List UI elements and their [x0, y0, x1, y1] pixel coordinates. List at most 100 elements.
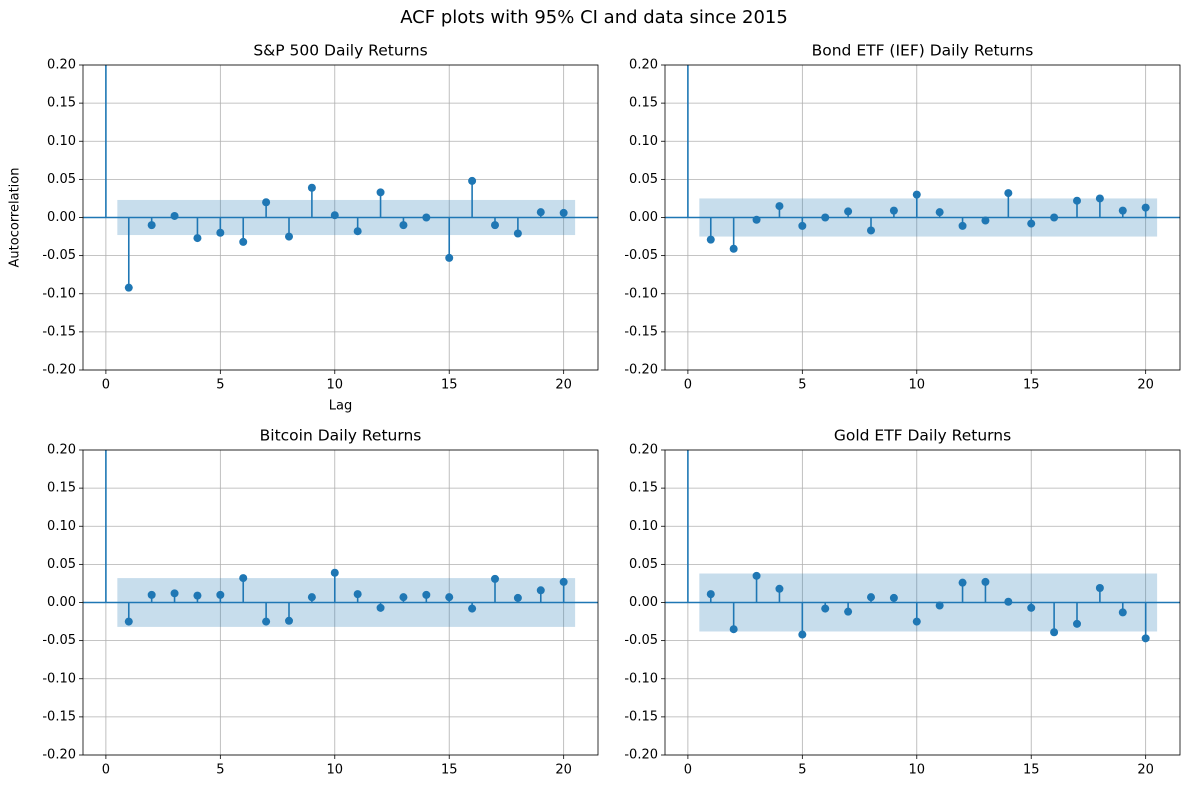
marker: [262, 198, 271, 207]
subplot: -0.20 -0.15 -0.10 -0.05 0.00 0.05 0.10 0.15 0.20…: [42, 427, 599, 778]
x-tick-label: 20: [1137, 763, 1154, 778]
marker: [752, 571, 761, 580]
marker: [1050, 628, 1059, 637]
marker: [559, 577, 568, 586]
marker: [307, 593, 316, 602]
plot-area: [665, 65, 1180, 253]
marker: [867, 593, 875, 602]
marker: [912, 190, 921, 199]
y-tick-label: 0.20: [47, 443, 76, 458]
marker: [798, 630, 807, 639]
marker: [330, 211, 339, 220]
marker: [353, 227, 362, 236]
y-tick-label: 0.20: [629, 443, 658, 458]
y-tick-label: -0.10: [624, 671, 658, 686]
y-tick-label: -0.20: [624, 748, 658, 763]
marker: [1073, 196, 1081, 205]
marker: [889, 206, 898, 215]
x-tick-label: 15: [1023, 763, 1040, 778]
y-tick-label: 0.20: [629, 58, 658, 73]
marker: [1004, 597, 1013, 606]
marker: [330, 568, 339, 577]
y-tick-label: -0.10: [624, 286, 658, 301]
y-tick-label: 0.20: [47, 58, 76, 73]
marker: [239, 574, 248, 583]
marker: [958, 578, 967, 587]
y-tick-label: 0.05: [629, 172, 658, 187]
marker: [729, 244, 738, 253]
marker: [1027, 603, 1036, 612]
y-tick-label: 0.10: [47, 519, 76, 534]
x-tick-label: 5: [216, 378, 224, 393]
y-tick-label: 0.05: [47, 172, 76, 187]
marker: [536, 208, 545, 217]
x-tick-label: 0: [102, 378, 110, 393]
y-tick-label: -0.15: [624, 709, 658, 724]
marker: [1095, 194, 1104, 203]
y-tick-label: 0.10: [47, 134, 76, 149]
x-tick-label: 10: [327, 378, 344, 393]
marker: [193, 234, 202, 243]
marker: [147, 221, 156, 230]
y-tick-label: 0.05: [47, 557, 76, 572]
x-axis-label: Lag: [329, 399, 352, 414]
x-tick-label: 15: [441, 378, 458, 393]
marker: [981, 577, 990, 586]
x-tick-label: 15: [1023, 378, 1040, 393]
y-tick-label: -0.15: [42, 709, 76, 724]
marker: [285, 232, 293, 241]
marker: [376, 188, 385, 197]
marker: [844, 207, 853, 216]
marker: [445, 593, 454, 602]
marker: [239, 237, 248, 246]
marker: [912, 617, 921, 626]
plot-area: [83, 65, 598, 292]
axes-frame: [82, 64, 599, 371]
marker: [1141, 634, 1150, 643]
marker: [775, 202, 784, 211]
x-tick-label: 10: [327, 763, 344, 778]
axes-frame: [82, 449, 599, 756]
marker: [706, 235, 715, 244]
figure-title: ACF plots with 95% CI and data since 201…: [400, 7, 788, 28]
marker: [1050, 213, 1059, 222]
marker: [147, 590, 156, 599]
marker: [1073, 619, 1081, 628]
marker: [958, 221, 967, 230]
marker: [170, 211, 179, 220]
marker: [1141, 203, 1150, 212]
subplot: -0.20 -0.15 -0.10 -0.05 0.00 0.05 0.10 0.15 0.20…: [624, 427, 1181, 778]
marker: [468, 604, 477, 613]
x-tick-label: 10: [909, 763, 926, 778]
x-tick-label: 20: [555, 378, 572, 393]
y-tick-label: -0.05: [624, 633, 658, 648]
marker: [285, 616, 293, 625]
marker: [216, 228, 225, 237]
y-tick-label: 0.00: [47, 210, 76, 225]
subplot-title: Bitcoin Daily Returns: [260, 427, 422, 445]
subplot: -0.20 -0.15 -0.10 -0.05 0.00 0.05 0.10 0.15 0.20…: [8, 42, 599, 414]
marker: [1095, 584, 1104, 593]
marker: [124, 617, 133, 626]
marker: [1004, 189, 1013, 198]
x-tick-label: 5: [216, 763, 224, 778]
y-tick-label: -0.20: [624, 363, 658, 378]
marker: [935, 601, 944, 610]
marker: [468, 176, 477, 185]
y-tick-label: -0.05: [42, 248, 76, 263]
y-tick-label: -0.15: [42, 324, 76, 339]
subplot-title: Bond ETF (IEF) Daily Returns: [812, 42, 1034, 60]
marker: [422, 213, 431, 222]
subplot-title: Gold ETF Daily Returns: [834, 427, 1011, 445]
marker: [491, 574, 499, 583]
marker: [844, 607, 853, 616]
marker: [559, 208, 568, 217]
y-tick-label: 0.10: [629, 519, 658, 534]
plot-area: [665, 450, 1180, 643]
marker: [216, 590, 225, 599]
marker: [376, 603, 385, 612]
marker: [821, 604, 830, 613]
marker: [729, 625, 738, 634]
marker: [752, 215, 761, 224]
